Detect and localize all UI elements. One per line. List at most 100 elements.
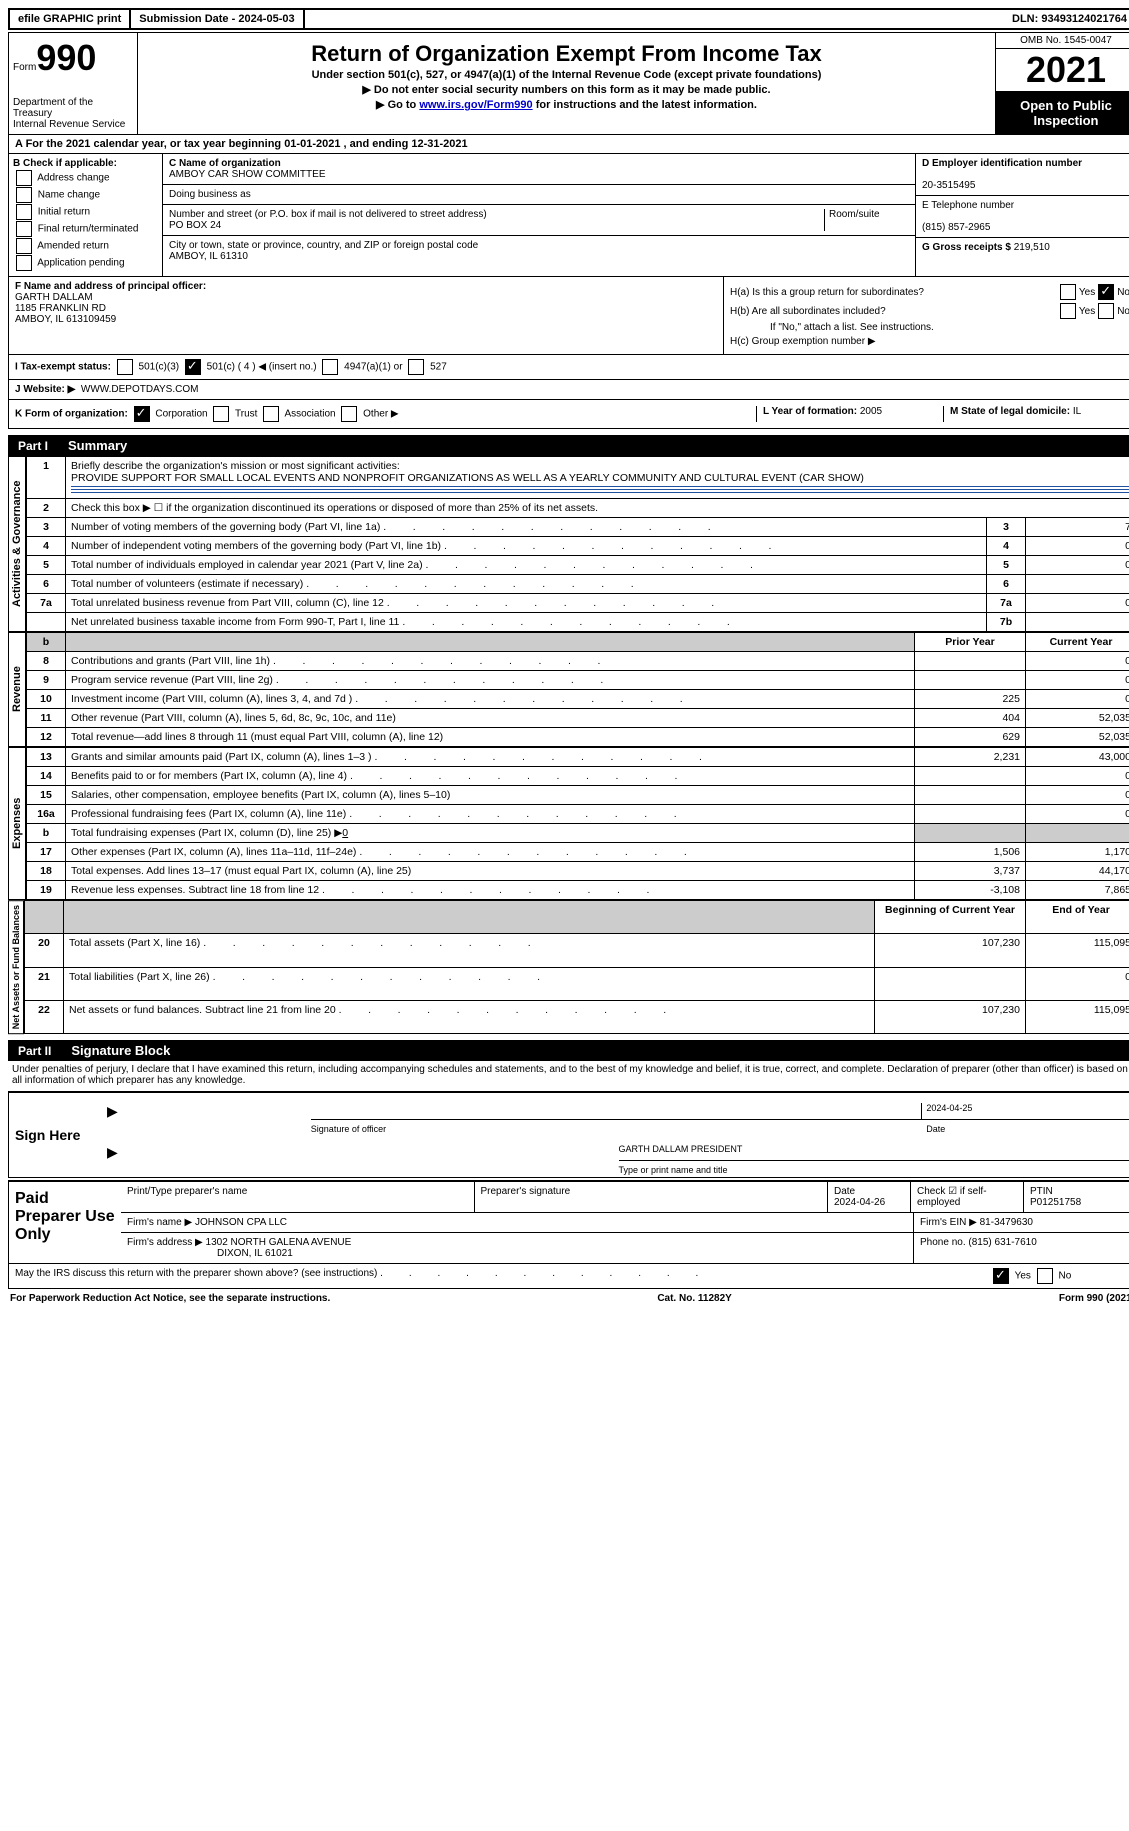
cb-amended[interactable]: Amended return — [13, 238, 158, 254]
gross-receipts: 219,510 — [1014, 242, 1050, 253]
h-a-yes[interactable] — [1060, 284, 1076, 300]
part-2-header: Part II Signature Block — [8, 1040, 1129, 1061]
tax-year: 2021 — [996, 49, 1129, 92]
col-prior-year: Prior Year — [915, 633, 1026, 652]
val-7a: 0 — [1026, 594, 1129, 613]
website: WWW.DEPOTDAYS.COM — [81, 384, 199, 395]
irs-label: Internal Revenue Service — [13, 119, 133, 130]
officer-name: GARTH DALLAM — [15, 292, 93, 303]
dln: DLN: 93493124021764 — [1004, 10, 1129, 28]
header-right: OMB No. 1545-0047 2021 Open to Public In… — [995, 33, 1129, 134]
line-2: Check this box ▶ ☐ if the organization d… — [66, 499, 1129, 518]
cb-assoc[interactable] — [263, 406, 279, 422]
top-bar: efile GRAPHIC print Submission Date - 20… — [8, 8, 1129, 30]
col-end-year: End of Year — [1026, 901, 1129, 934]
cb-trust[interactable] — [213, 406, 229, 422]
cb-initial-return[interactable]: Initial return — [13, 204, 158, 220]
part1-expenses: Expenses 13Grants and similar amounts pa… — [8, 747, 1129, 900]
section-label-ag: Activities & Governance — [8, 456, 26, 632]
cb-name-change[interactable]: Name change — [13, 187, 158, 203]
h-a-no[interactable] — [1098, 284, 1114, 300]
discuss-row: May the IRS discuss this return with the… — [8, 1264, 1129, 1289]
header-center: Return of Organization Exempt From Incom… — [138, 33, 995, 134]
section-label-netassets: Net Assets or Fund Balances — [8, 900, 24, 1034]
firm-ein: 81-3479630 — [980, 1217, 1033, 1228]
omb-number: OMB No. 1545-0047 — [996, 33, 1129, 49]
part-1-header: Part I Summary — [8, 435, 1129, 456]
box-l: L Year of formation: 2005 — [756, 406, 943, 422]
box-m: M State of legal domicile: IL — [943, 406, 1129, 422]
preparer-date: 2024-04-26 — [834, 1197, 885, 1208]
box-c: C Name of organization AMBOY CAR SHOW CO… — [163, 154, 915, 276]
discuss-no[interactable] — [1037, 1268, 1053, 1284]
form-title: Return of Organization Exempt From Incom… — [144, 41, 989, 67]
h-b-no[interactable] — [1098, 303, 1114, 319]
col-beg-year: Beginning of Current Year — [875, 901, 1026, 934]
val-5: 0 — [1026, 556, 1129, 575]
footer-left: For Paperwork Reduction Act Notice, see … — [10, 1293, 330, 1304]
submission-date: Submission Date - 2024-05-03 — [131, 10, 304, 28]
box-i: I Tax-exempt status: 501(c)(3) 501(c) ( … — [9, 355, 1129, 379]
form990-link[interactable]: www.irs.gov/Form990 — [419, 99, 532, 111]
cb-final-return[interactable]: Final return/terminated — [13, 221, 158, 237]
val-3: 7 — [1026, 518, 1129, 537]
efile-graphic-label: efile GRAPHIC print — [10, 10, 131, 28]
ptin: P01251758 — [1030, 1197, 1081, 1208]
col-current-year: Current Year — [1026, 633, 1129, 652]
goto-link-line: ▶ Go to www.irs.gov/Form990 for instruct… — [144, 98, 989, 111]
section-b-thru-g: B Check if applicable: Address change Na… — [8, 154, 1129, 277]
cb-corp[interactable] — [134, 406, 150, 422]
footer-cat: Cat. No. 11282Y — [657, 1293, 731, 1304]
section-f-thru-m: F Name and address of principal officer:… — [8, 277, 1129, 429]
org-street: PO BOX 24 — [169, 220, 221, 231]
val-6 — [1026, 575, 1129, 594]
h-c-group-exempt: H(c) Group exemption number ▶ — [730, 336, 876, 347]
cb-4947[interactable] — [322, 359, 338, 375]
sign-here-block: Sign Here ▶ 2024-04-25 Signature of offi… — [8, 1091, 1129, 1178]
box-k: K Form of organization: Corporation Trus… — [15, 406, 756, 422]
cb-501c3[interactable] — [117, 359, 133, 375]
form-number: 990 — [36, 37, 96, 78]
part1-revenue: Revenue bPrior YearCurrent Year 8Contrib… — [8, 632, 1129, 747]
box-f: F Name and address of principal officer:… — [9, 277, 724, 354]
section-label-expenses: Expenses — [8, 747, 26, 900]
discuss-yes[interactable] — [993, 1268, 1009, 1284]
val-16b: 0 — [342, 827, 348, 839]
cb-501c[interactable] — [185, 359, 201, 375]
box-j: J Website: ▶ WWW.DEPOTDAYS.COM — [9, 379, 1129, 399]
h-b-yes[interactable] — [1060, 303, 1076, 319]
mission-text: PROVIDE SUPPORT FOR SMALL LOCAL EVENTS A… — [71, 472, 864, 484]
val-7b — [1026, 613, 1129, 632]
phone: (815) 857-2965 — [922, 222, 990, 233]
val-4: 0 — [1026, 537, 1129, 556]
dept-treasury: Department of the Treasury — [13, 97, 133, 119]
org-city: AMBOY, IL 61310 — [169, 251, 248, 262]
firm-phone: (815) 631-7610 — [968, 1237, 1036, 1248]
form-header: Form990 Department of the Treasury Inter… — [8, 32, 1129, 135]
cb-app-pending[interactable]: Application pending — [13, 255, 158, 271]
cb-address-change[interactable]: Address change — [13, 170, 158, 186]
firm-name: JOHNSON CPA LLC — [195, 1217, 287, 1228]
part1-net-assets: Net Assets or Fund Balances Beginning of… — [8, 900, 1129, 1034]
section-label-revenue: Revenue — [8, 632, 26, 747]
self-employed-check: Check ☑ if self-employed — [911, 1182, 1024, 1212]
firm-addr2: DIXON, IL 61021 — [217, 1248, 293, 1259]
paid-preparer-label: Paid Preparer Use Only — [9, 1182, 121, 1263]
dba-label: Doing business as — [169, 189, 251, 200]
sig-declaration: Under penalties of perjury, I declare th… — [8, 1061, 1129, 1089]
paid-preparer-block: Paid Preparer Use Only Print/Type prepar… — [8, 1180, 1129, 1264]
cb-527[interactable] — [408, 359, 424, 375]
footer-right: Form 990 (2021) — [1059, 1293, 1129, 1304]
ein: 20-3515495 — [922, 180, 975, 191]
org-name: AMBOY CAR SHOW COMMITTEE — [169, 169, 326, 180]
sign-here-label: Sign Here — [9, 1093, 101, 1177]
sig-typed-name: GARTH DALLAM PRESIDENT — [619, 1144, 1129, 1161]
part1-activities-governance: Activities & Governance 1 Briefly descri… — [8, 456, 1129, 632]
room-suite-label: Room/suite — [824, 209, 909, 231]
firm-addr1: 1302 NORTH GALENA AVENUE — [206, 1237, 352, 1248]
form-subtitle: Under section 501(c), 527, or 4947(a)(1)… — [144, 69, 989, 81]
cb-other[interactable] — [341, 406, 357, 422]
page-footer: For Paperwork Reduction Act Notice, see … — [8, 1289, 1129, 1308]
header-left: Form990 Department of the Treasury Inter… — [9, 33, 138, 134]
box-h: H(a) Is this a group return for subordin… — [724, 277, 1129, 354]
